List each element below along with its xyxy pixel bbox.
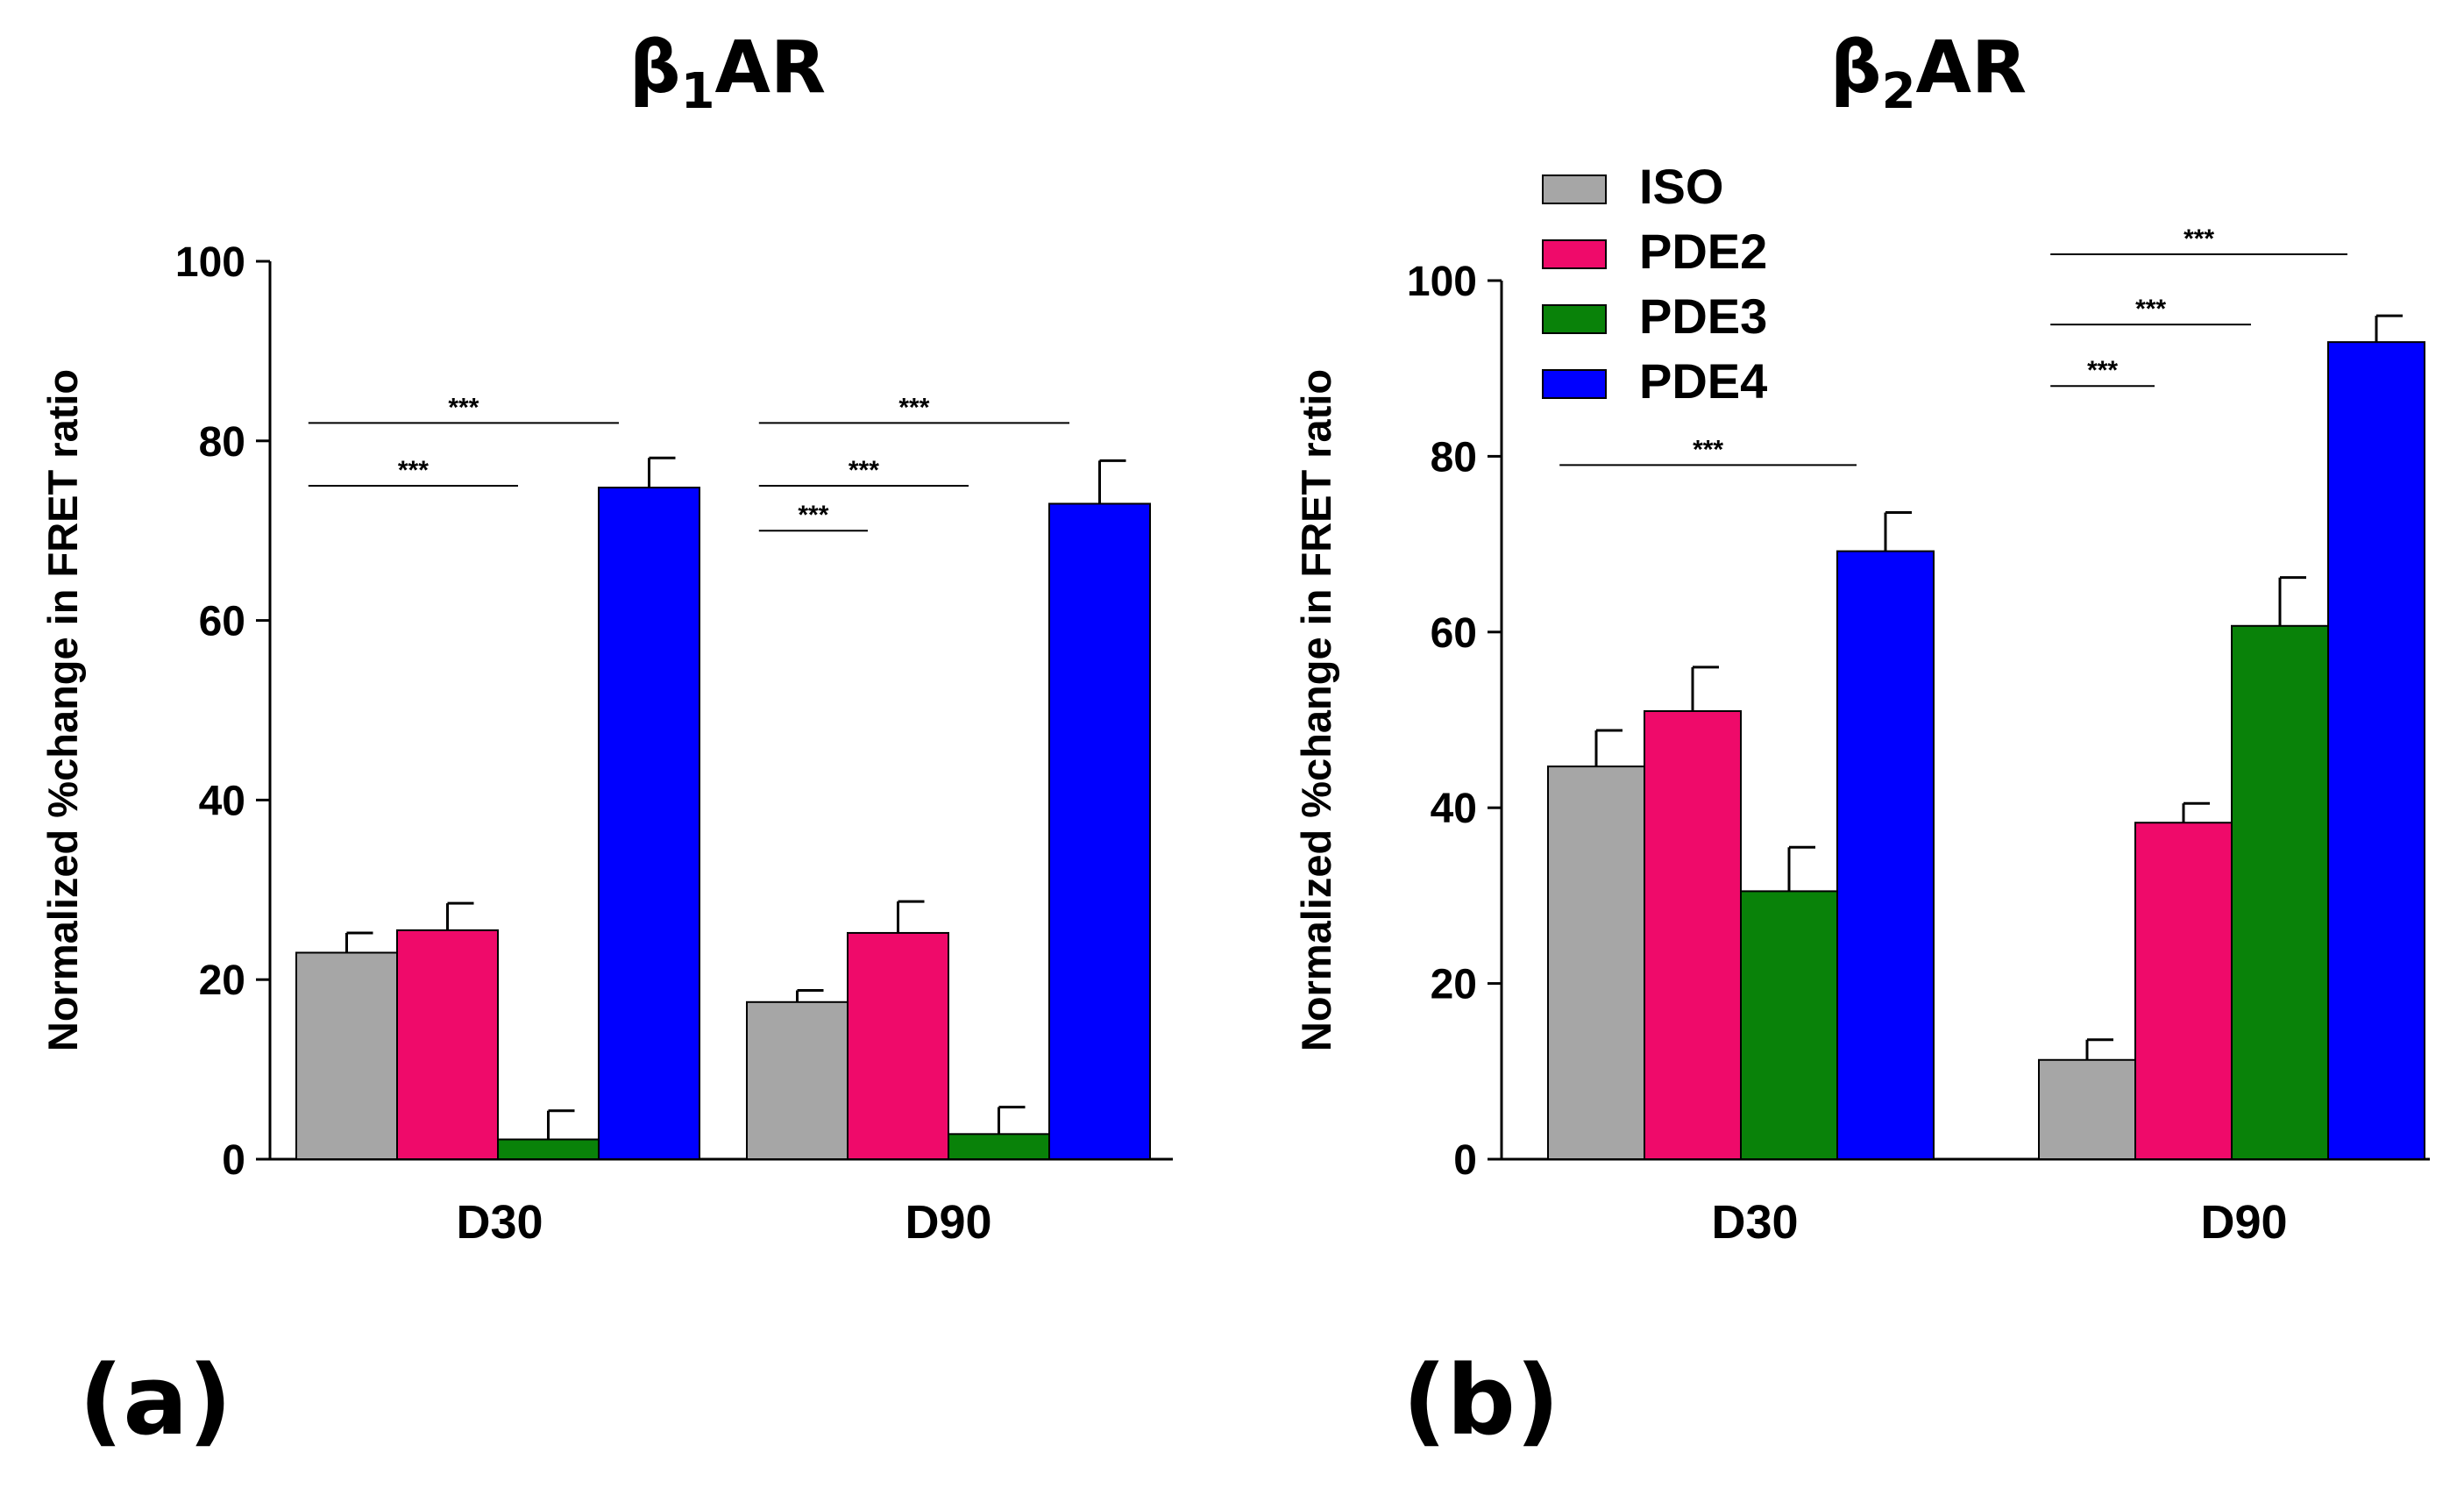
chart-title: β1AR [629,26,826,120]
legend-swatch-iso [1542,174,1607,204]
y-tick-label: 40 [199,778,245,824]
title-suffix: AR [1916,26,2027,110]
y-axis-label: Normalized %change in FRET ratio [1293,369,1339,1051]
x-category-label: D90 [905,1196,991,1249]
x-category-label: D30 [1711,1196,1798,1249]
significance-label: *** [2087,356,2118,385]
y-tick-label: 100 [175,239,245,286]
significance-label: *** [2184,224,2214,253]
y-tick-label: 40 [1431,786,1477,832]
bar-pde2-d90 [2134,822,2233,1160]
chart-panel-1: β1AR 0 20 40 60 80 100 Normalized %change in FR… [39,26,1173,1456]
bar-iso-d30 [1547,765,1645,1161]
significance-label: *** [2135,295,2166,324]
bar-pde4-d90 [2327,341,2425,1160]
bar-pde2-d30 [1644,709,1742,1160]
bar-iso-d90 [2038,1058,2136,1161]
bar-pde2-d90 [847,931,949,1161]
bar-pde3-d90 [2231,624,2329,1160]
bar-pde2-d30 [396,929,499,1160]
y-tick-label: 80 [199,419,245,466]
x-category-label: D30 [456,1196,543,1249]
panel-label: (a) [79,1344,232,1456]
legend-swatch-pde4 [1542,369,1607,399]
bar-iso-d90 [746,1000,849,1161]
legend-swatch-pde2 [1542,239,1607,269]
y-tick-label: 20 [1431,962,1477,1008]
y-tick-label: 0 [1453,1137,1477,1184]
chart-title: β2AR [1830,26,2027,120]
bar-pde3-d30 [497,1138,600,1161]
title-subscript: 2 [1882,63,1916,120]
y-tick-label: 60 [199,599,245,645]
y-tick-label: 100 [1407,259,1477,305]
y-tick-label: 0 [222,1137,245,1184]
legend-label-pde3: PDE3 [1639,288,1767,344]
bar-pde3-d90 [948,1133,1050,1161]
legend: ISO PDE2 PDE3 PDE4 [1542,159,1767,409]
bar-pde4-d90 [1048,502,1151,1160]
bar-iso-d30 [295,951,398,1160]
bar-pde4-d30 [598,487,700,1160]
significance-label: *** [448,393,479,422]
y-axis-label: Normalized %change in FRET ratio [39,369,86,1051]
panel-label: (b) [1402,1344,1559,1456]
significance-label: *** [798,501,828,530]
y-tick-label: 20 [199,958,245,1004]
bar-pde4-d30 [1836,550,1935,1160]
significance-label: *** [849,456,879,485]
significance-label: *** [1693,435,1723,464]
legend-label-iso: ISO [1639,159,1723,214]
y-tick-label: 80 [1431,434,1477,481]
legend-label-pde2: PDE2 [1639,224,1767,279]
title-symbol: β [1830,26,1882,110]
chart-panel-2: β2AR 0 20 40 60 80 100 Normalized %change in FR… [1293,26,2430,1456]
bar-pde3-d30 [1740,890,1838,1160]
title-subscript: 1 [681,63,715,120]
title-suffix: AR [715,26,827,110]
x-category-label: D90 [2200,1196,2287,1249]
significance-label: *** [398,456,429,485]
legend-swatch-pde3 [1542,304,1607,334]
significance-label: *** [898,393,929,422]
y-tick-label: 60 [1431,610,1477,657]
legend-label-pde4: PDE4 [1639,353,1767,409]
title-symbol: β [629,26,681,110]
